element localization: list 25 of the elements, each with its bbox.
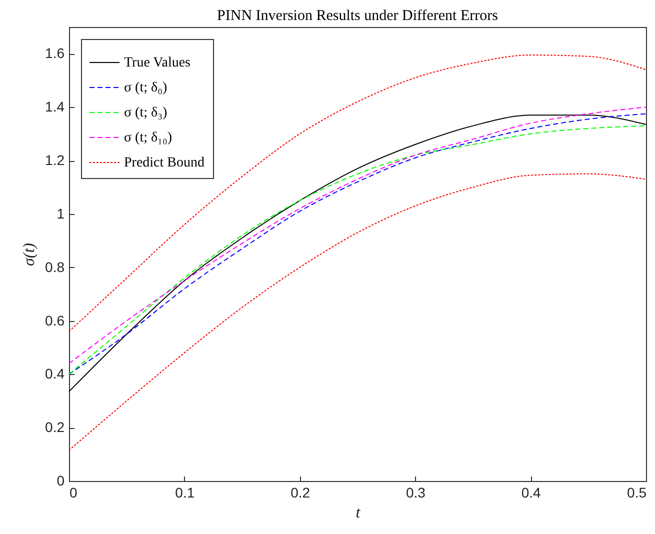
y-tick-label: 1 bbox=[56, 205, 65, 222]
x-tick-label: 0.2 bbox=[290, 484, 310, 500]
y-tick-label: 0.6 bbox=[45, 312, 65, 328]
legend-label: σ (t; δ₀) bbox=[124, 80, 168, 96]
x-tick-label: 0.5 bbox=[627, 484, 647, 500]
legend-label: σ (t; δ₃) bbox=[124, 106, 168, 120]
x-tick-label: 0.4 bbox=[521, 484, 542, 500]
legend-label: True Values bbox=[124, 56, 191, 70]
y-tick-label: 0.8 bbox=[45, 258, 65, 275]
y-tick-label: 0.2 bbox=[45, 419, 65, 436]
y-tick-label: 0.4 bbox=[45, 366, 65, 382]
line-series bbox=[68, 173, 646, 451]
x-tick-label: 0 bbox=[70, 484, 78, 500]
y-tick-label: 0 bbox=[56, 472, 65, 488]
y-axis-title: σ(t) bbox=[21, 243, 38, 266]
y-tick-label: 1.4 bbox=[45, 98, 65, 115]
legend-label: Predict Bound bbox=[124, 156, 204, 170]
line-series bbox=[68, 54, 646, 332]
legend-label: σ (t; δ₁₀) bbox=[124, 130, 172, 146]
x-tick-label: 0.3 bbox=[406, 484, 426, 500]
y-tick-label: 1.2 bbox=[45, 152, 65, 168]
x-axis-title: t bbox=[356, 504, 361, 522]
x-tick-label: 0.1 bbox=[175, 484, 195, 500]
chart-title: PINN Inversion Results under Different Errors bbox=[217, 8, 498, 24]
y-tick-label: 1.6 bbox=[45, 45, 65, 62]
